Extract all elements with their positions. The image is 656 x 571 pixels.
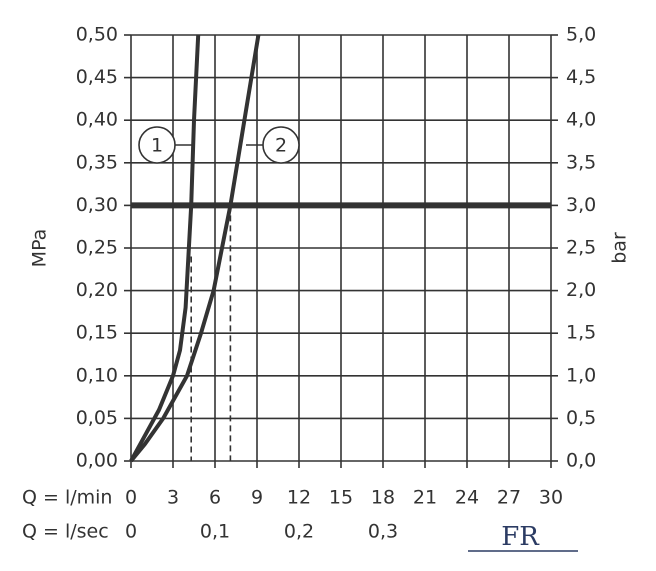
y-tick-label: 0,20 — [76, 279, 118, 301]
y-axis-label: MPa — [29, 229, 51, 268]
x-tick-label: 12 — [287, 487, 311, 509]
y-tick-label: 0,30 — [76, 194, 118, 216]
y-tick-label: 0,50 — [76, 24, 118, 46]
y2-tick-label: 4,0 — [566, 109, 596, 131]
x-tick-label: 18 — [371, 487, 395, 509]
x-row-label: Q = l/min — [22, 487, 112, 509]
y-tick-label: 0,05 — [76, 407, 118, 429]
y2-axis-label: bar — [609, 232, 631, 264]
x-tick-label: 3 — [167, 487, 179, 509]
y-tick-label: 0,15 — [76, 322, 118, 344]
y2-tick-label: 2,0 — [566, 279, 596, 301]
y-tick-label: 0,00 — [76, 450, 118, 472]
y-tick-label: 0,40 — [76, 109, 118, 131]
x-tick-label: 24 — [455, 487, 479, 509]
x-tick-label: 15 — [329, 487, 353, 509]
x-tick-label: 27 — [497, 487, 521, 509]
curve — [129, 34, 201, 462]
x-tick-label: 9 — [251, 487, 263, 509]
y-tick-label: 0,35 — [76, 151, 118, 173]
y2-tick-label: 1,0 — [566, 364, 596, 386]
x-tick-label: 30 — [539, 487, 563, 509]
y2-tick-label: 0,5 — [566, 407, 596, 429]
y2-tick-label: 2,5 — [566, 237, 596, 259]
y2-tick-label: 4,5 — [566, 66, 596, 88]
y2-tick-label: 1,5 — [566, 322, 596, 344]
x2-tick-label: 0,1 — [200, 521, 230, 543]
x2-tick-label: 0 — [125, 521, 137, 543]
x2-tick-label: 0,2 — [284, 521, 314, 543]
y2-tick-label: 3,5 — [566, 151, 596, 173]
curve-label: 2 — [275, 135, 287, 157]
y-tick-label: 0,45 — [76, 66, 118, 88]
curve-label: 1 — [151, 135, 163, 157]
logo: FR — [501, 522, 540, 552]
y-tick-label: 0,10 — [76, 364, 118, 386]
y2-tick-label: 5,0 — [566, 24, 596, 46]
x-tick-label: 0 — [125, 487, 137, 509]
x2-tick-label: 0,3 — [368, 521, 398, 543]
x-tick-label: 6 — [209, 487, 221, 509]
curve — [129, 34, 261, 463]
y2-tick-label: 0,0 — [566, 450, 596, 472]
x2-row-label: Q = l/sec — [22, 521, 109, 543]
x-tick-label: 21 — [413, 487, 437, 509]
y-tick-label: 0,25 — [76, 237, 118, 259]
y2-tick-label: 3,0 — [566, 194, 596, 216]
